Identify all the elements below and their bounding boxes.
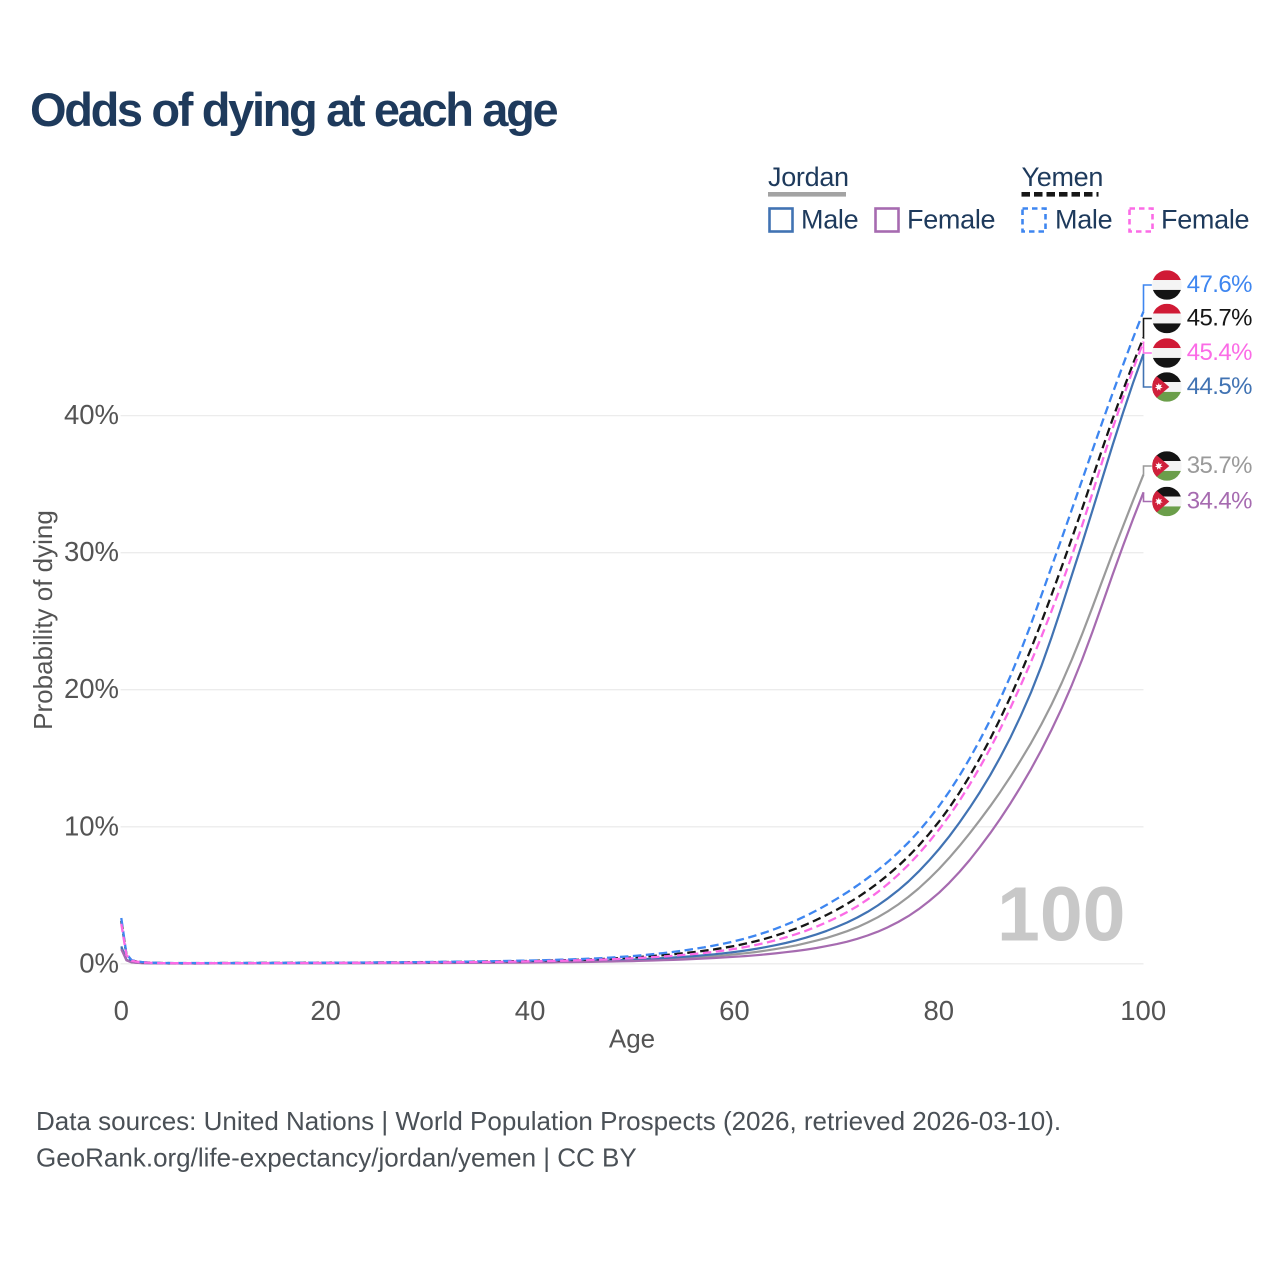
svg-text:45.7%: 45.7% <box>1187 304 1252 331</box>
svg-text:0%: 0% <box>79 947 119 978</box>
svg-text:Age: Age <box>609 1024 655 1054</box>
svg-text:GeoRank.org/life-expectancy/jo: GeoRank.org/life-expectancy/jordan/yemen… <box>36 1143 637 1173</box>
svg-text:Jordan: Jordan <box>768 162 849 192</box>
svg-text:Male: Male <box>801 205 858 235</box>
svg-text:47.6%: 47.6% <box>1187 271 1252 298</box>
svg-text:Probability of dying: Probability of dying <box>28 510 58 730</box>
svg-text:Data sources: United Nations |: Data sources: United Nations | World Pop… <box>36 1106 1061 1136</box>
svg-text:80: 80 <box>924 995 955 1026</box>
svg-text:35.7%: 35.7% <box>1187 452 1252 479</box>
svg-text:0: 0 <box>114 995 129 1026</box>
svg-text:Odds of dying at each age: Odds of dying at each age <box>30 83 557 136</box>
svg-text:100: 100 <box>1120 995 1166 1026</box>
svg-text:30%: 30% <box>64 536 119 567</box>
svg-text:Male: Male <box>1055 205 1112 235</box>
svg-text:34.4%: 34.4% <box>1187 487 1252 514</box>
svg-text:40%: 40% <box>64 399 119 430</box>
svg-text:20%: 20% <box>64 673 119 704</box>
svg-text:44.5%: 44.5% <box>1187 373 1252 400</box>
svg-text:Female: Female <box>1161 205 1249 235</box>
svg-text:100: 100 <box>997 872 1125 958</box>
svg-text:10%: 10% <box>64 810 119 841</box>
svg-text:40: 40 <box>515 995 546 1026</box>
svg-text:Female: Female <box>907 205 995 235</box>
svg-text:45.4%: 45.4% <box>1187 339 1252 366</box>
svg-text:60: 60 <box>719 995 750 1026</box>
svg-text:20: 20 <box>310 995 341 1026</box>
svg-text:Yemen: Yemen <box>1022 162 1104 192</box>
